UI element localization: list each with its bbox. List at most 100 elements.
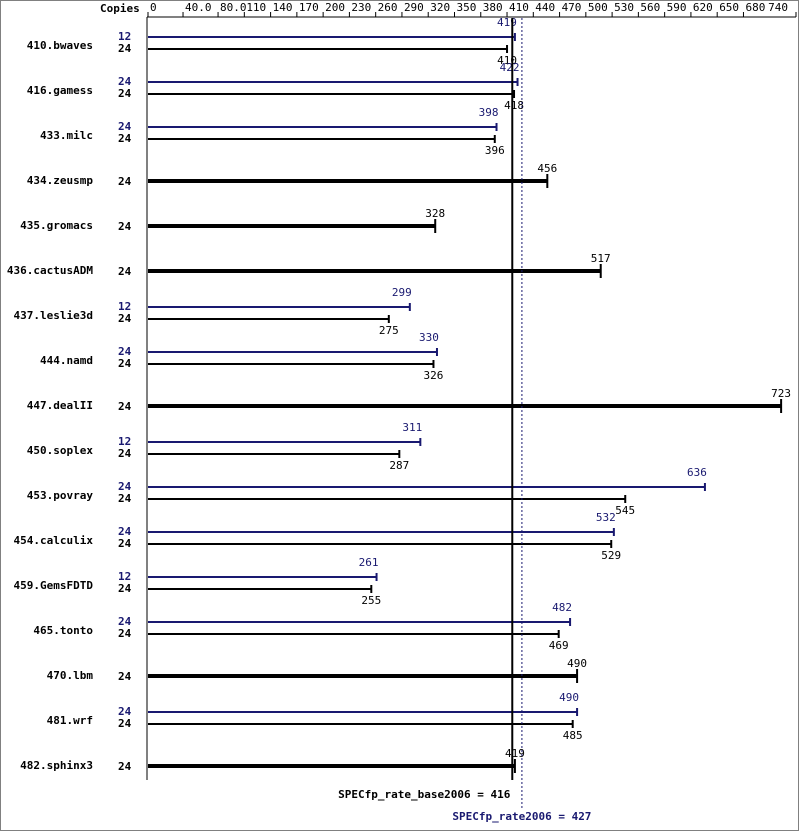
- value-label: 326: [424, 369, 444, 382]
- benchmark-label: 450.soplex: [27, 444, 94, 457]
- copies-label: 24: [118, 175, 132, 188]
- value-label: 398: [479, 106, 499, 119]
- reference-label: SPECfp_rate_base2006 = 416: [338, 788, 511, 801]
- x-tick-label: 0: [150, 1, 157, 14]
- copies-label: 24: [118, 717, 132, 730]
- value-label: 723: [771, 387, 791, 400]
- x-tick-label: 500: [588, 1, 608, 14]
- copies-label: 12: [118, 300, 131, 313]
- value-label: 490: [559, 691, 579, 704]
- x-tick-label: 650: [719, 1, 739, 14]
- value-label: 261: [359, 556, 379, 569]
- copies-label: 24: [118, 537, 132, 550]
- copies-label: 24: [118, 345, 132, 358]
- copies-label: 24: [118, 615, 132, 628]
- benchmark-label: 465.tonto: [33, 624, 93, 637]
- value-label: 532: [596, 511, 616, 524]
- value-label: 419: [505, 747, 525, 760]
- x-tick-label: 320: [430, 1, 450, 14]
- copies-label: 24: [118, 120, 132, 133]
- value-label: 311: [402, 421, 422, 434]
- x-tick-label: 260: [378, 1, 398, 14]
- x-tick-label: 350: [456, 1, 476, 14]
- x-tick-label: 440: [535, 1, 555, 14]
- copies-label: 24: [118, 525, 132, 538]
- x-tick-label: 560: [640, 1, 660, 14]
- x-tick-label: 80.0: [220, 1, 247, 14]
- x-tick-label: 380: [483, 1, 503, 14]
- copies-label: 24: [118, 705, 132, 718]
- x-tick-label: 230: [351, 1, 371, 14]
- x-tick-label: 410: [509, 1, 529, 14]
- value-label: 328: [425, 207, 445, 220]
- x-tick-label: 740: [768, 1, 788, 14]
- x-tick-label: 110: [246, 1, 266, 14]
- x-tick-label: 530: [614, 1, 634, 14]
- benchmark-label: 416.gamess: [27, 84, 93, 97]
- copies-label: 24: [118, 760, 132, 773]
- x-tick-label: 680: [745, 1, 765, 14]
- copies-label: 24: [118, 492, 132, 505]
- axis-title: Copies: [100, 2, 140, 15]
- copies-label: 24: [118, 312, 132, 325]
- value-label: 275: [379, 324, 399, 337]
- copies-label: 24: [118, 627, 132, 640]
- value-label: 490: [567, 657, 587, 670]
- copies-label: 24: [118, 265, 132, 278]
- value-label: 456: [537, 162, 557, 175]
- copies-label: 24: [118, 400, 132, 413]
- x-tick-label: 620: [693, 1, 713, 14]
- value-label: 469: [549, 639, 569, 652]
- copies-label: 24: [118, 582, 132, 595]
- copies-label: 24: [118, 220, 132, 233]
- benchmark-label: 437.leslie3d: [14, 309, 93, 322]
- value-label: 422: [500, 61, 520, 74]
- copies-label: 24: [118, 42, 132, 55]
- value-label: 636: [687, 466, 707, 479]
- value-label: 418: [504, 99, 524, 112]
- copies-label: 12: [118, 30, 131, 43]
- benchmark-label: 470.lbm: [47, 669, 94, 682]
- copies-label: 12: [118, 435, 131, 448]
- copies-label: 12: [118, 570, 131, 583]
- x-tick-label: 40.0: [185, 1, 212, 14]
- benchmark-label: 481.wrf: [47, 714, 93, 727]
- copies-label: 24: [118, 75, 132, 88]
- value-label: 287: [389, 459, 409, 472]
- value-label: 517: [591, 252, 611, 265]
- copies-label: 24: [118, 132, 132, 145]
- benchmark-label: 482.sphinx3: [20, 759, 93, 772]
- x-tick-label: 290: [404, 1, 424, 14]
- value-label: 482: [552, 601, 572, 614]
- value-label: 529: [601, 549, 621, 562]
- x-tick-label: 170: [299, 1, 319, 14]
- benchmark-label: 459.GemsFDTD: [14, 579, 94, 592]
- value-label: 396: [485, 144, 505, 157]
- reference-label: SPECfp_rate2006 = 427: [452, 810, 591, 823]
- copies-label: 24: [118, 357, 132, 370]
- value-label: 330: [419, 331, 439, 344]
- x-tick-label: 590: [667, 1, 687, 14]
- x-tick-label: 470: [562, 1, 582, 14]
- copies-label: 24: [118, 670, 132, 683]
- benchmark-label: 454.calculix: [14, 534, 94, 547]
- benchmark-label: 436.cactusADM: [7, 264, 93, 277]
- benchmark-label: 447.dealII: [27, 399, 93, 412]
- benchmark-label: 433.milc: [40, 129, 93, 142]
- x-tick-label: 200: [325, 1, 345, 14]
- copies-label: 24: [118, 447, 132, 460]
- benchmark-label: 434.zeusmp: [27, 174, 94, 187]
- value-label: 299: [392, 286, 412, 299]
- benchmark-label: 453.povray: [27, 489, 94, 502]
- copies-label: 24: [118, 87, 132, 100]
- value-label: 255: [361, 594, 381, 607]
- value-label: 485: [563, 729, 583, 742]
- value-label: 545: [615, 504, 635, 517]
- x-tick-label: 140: [273, 1, 293, 14]
- benchmark-label: 444.namd: [40, 354, 93, 367]
- value-label: 419: [497, 16, 517, 29]
- copies-label: 24: [118, 480, 132, 493]
- benchmark-label: 435.gromacs: [20, 219, 93, 232]
- benchmark-label: 410.bwaves: [27, 39, 93, 52]
